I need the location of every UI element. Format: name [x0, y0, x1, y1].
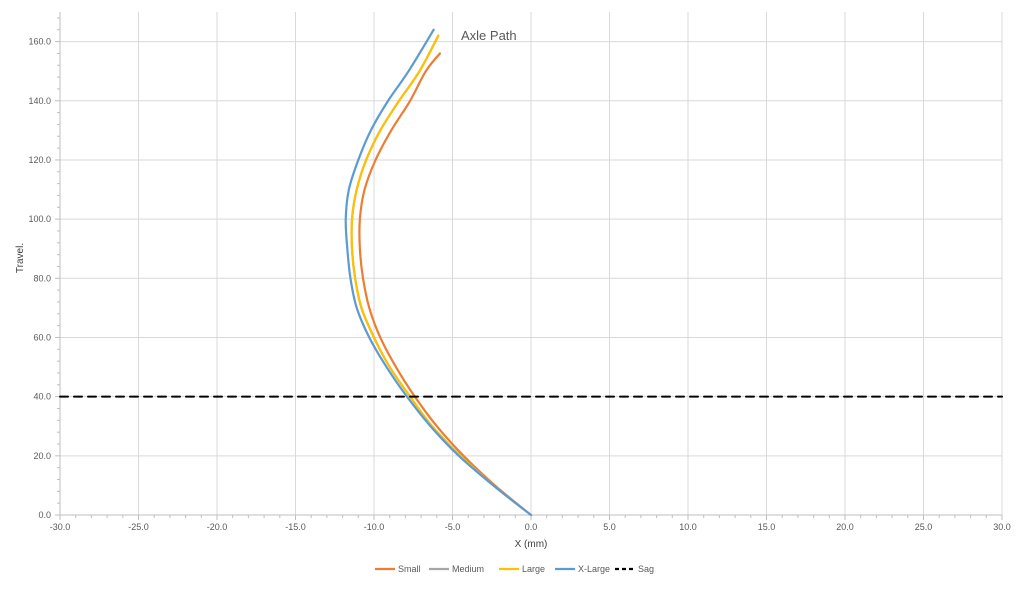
x-tick-label: 15.0 — [758, 522, 776, 532]
legend-label-x-large: X-Large — [578, 564, 610, 574]
y-tick-label: 20.0 — [33, 451, 51, 461]
x-tick-label: 0.0 — [525, 522, 538, 532]
y-tick-label: 0.0 — [38, 510, 51, 520]
legend: Small Medium Large X-Large Sag — [375, 564, 654, 574]
y-tick-label: 160.0 — [28, 37, 51, 47]
x-tick-label: -15.0 — [285, 522, 306, 532]
y-tick-label: 100.0 — [28, 214, 51, 224]
legend-label-small: Small — [398, 564, 421, 574]
series-line-x-large — [344, 28, 533, 517]
y-tick-label: 60.0 — [33, 332, 51, 342]
series-line-medium — [350, 34, 533, 517]
series-line-large — [350, 34, 533, 517]
x-tick-label: -5.0 — [445, 522, 461, 532]
x-tick-label: -30.0 — [50, 522, 71, 532]
y-tick-label: 80.0 — [33, 273, 51, 283]
y-tick-label: 40.0 — [33, 392, 51, 402]
x-tick-label: -10.0 — [364, 522, 385, 532]
x-tick-label: -25.0 — [128, 522, 149, 532]
x-tick-label: 20.0 — [836, 522, 854, 532]
x-tick-label: -20.0 — [207, 522, 228, 532]
x-axis-title: X (mm) — [515, 539, 548, 550]
x-tick-label: 10.0 — [679, 522, 697, 532]
y-tick-label: 140.0 — [28, 96, 51, 106]
y-tick-label: 120.0 — [28, 155, 51, 165]
chart-title: Axle Path — [461, 28, 517, 43]
x-tick-label: 25.0 — [915, 522, 933, 532]
legend-label-large: Large — [522, 564, 545, 574]
y-axis-title: Travel. — [15, 243, 26, 273]
x-tick-label: 5.0 — [603, 522, 616, 532]
x-tick-label: 30.0 — [993, 522, 1011, 532]
series-layer — [59, 28, 1003, 517]
legend-label-medium: Medium — [452, 564, 484, 574]
grid-layer — [59, 12, 1003, 516]
legend-label-sag: Sag — [638, 564, 654, 574]
axis-layer: -30.0 -25.0 -20.0 -15.0 -10.0 -5.0 0.0 5.0 10.0 1… — [28, 12, 1011, 532]
series-line-small — [358, 52, 533, 517]
